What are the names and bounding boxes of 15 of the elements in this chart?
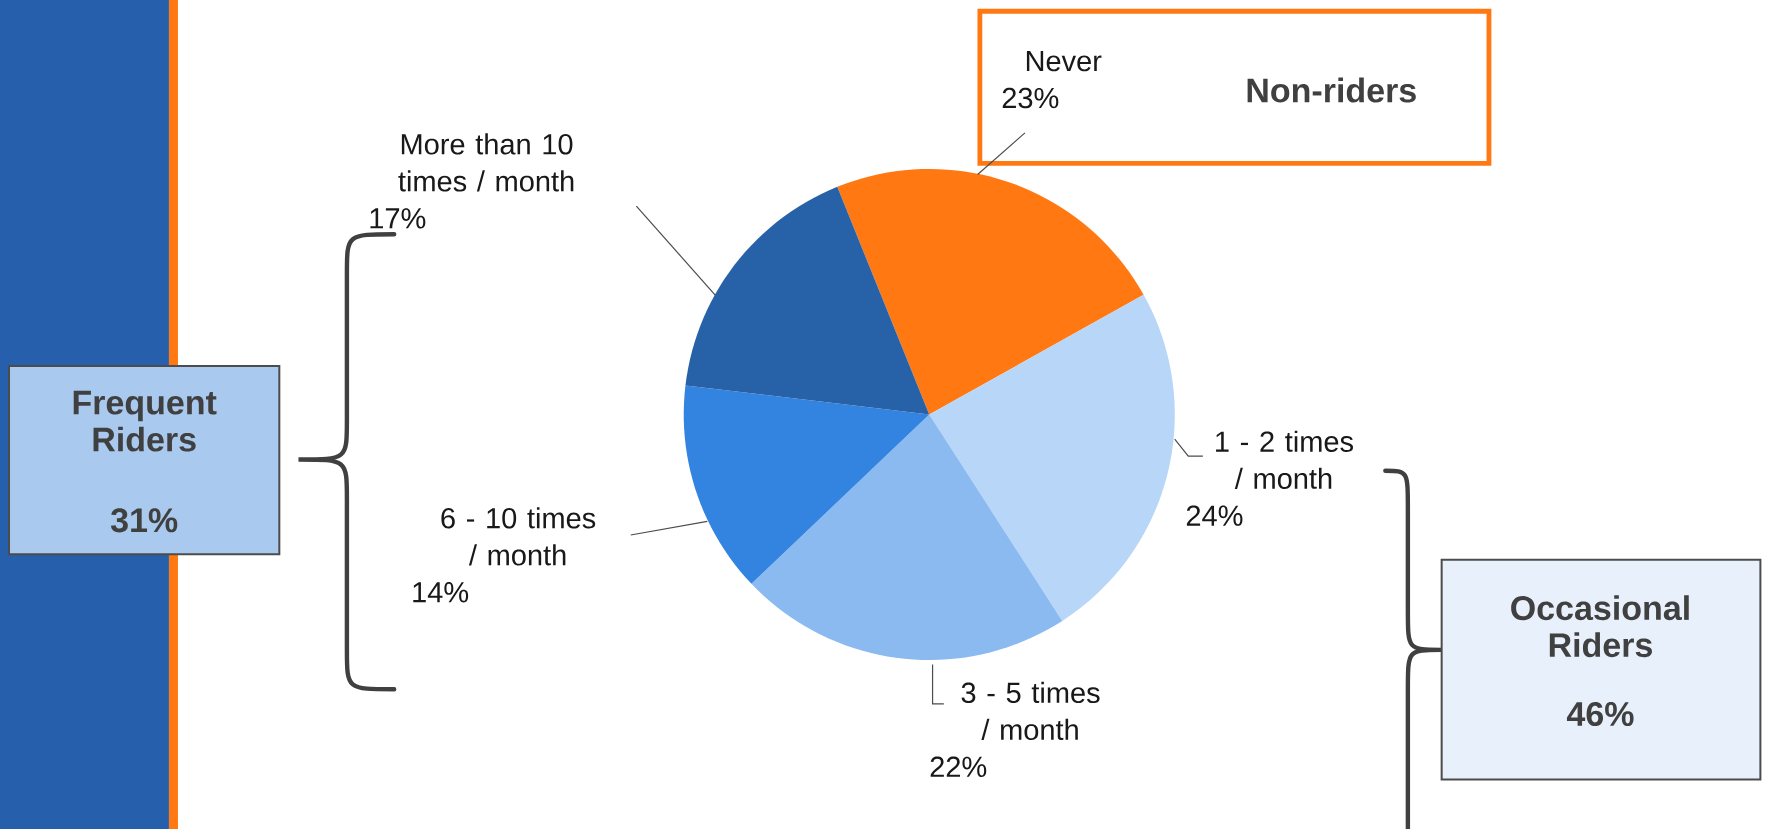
text: Frequent Riders <box>73 390 217 452</box>
slice-label: More than 10 times / month <box>398 133 574 192</box>
text: Non-riders <box>1247 77 1416 103</box>
text: Occasional Riders <box>1511 595 1689 658</box>
data-label: 24% <box>1186 505 1243 526</box>
data-label: 17% <box>370 208 426 229</box>
slice-label: 6 - 10 times / month <box>441 507 596 566</box>
slice-label: Never <box>1026 51 1102 72</box>
slice-label: 1 - 2 times / month <box>1216 430 1353 489</box>
text: 46% <box>1566 702 1634 727</box>
data-label: 22% <box>930 756 987 777</box>
data-label: 23% <box>1002 87 1059 109</box>
text: 31% <box>110 508 178 533</box>
slice-label: 3 - 5 times / month <box>961 681 1100 741</box>
data-label: 14% <box>413 582 469 603</box>
